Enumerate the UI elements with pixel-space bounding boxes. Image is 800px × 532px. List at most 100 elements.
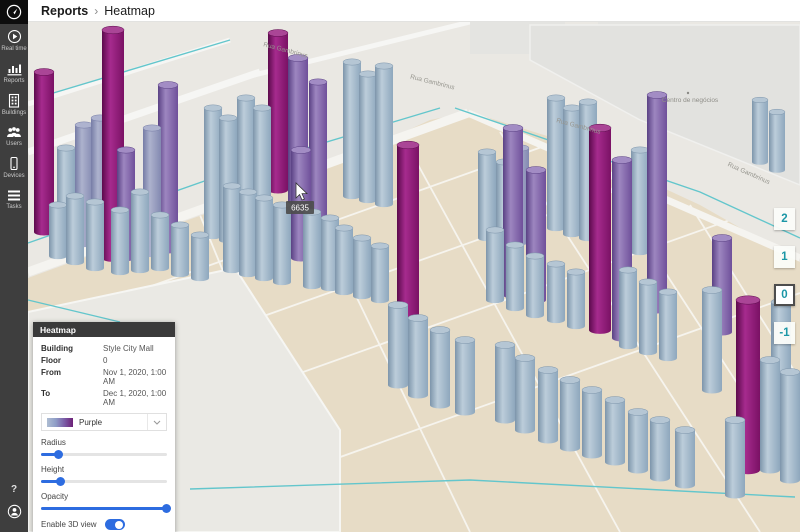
heatmap-column[interactable] (254, 194, 274, 282)
tooltip-value: 6635 (291, 204, 309, 213)
heatmap-column[interactable] (150, 211, 170, 272)
heatmap-column[interactable] (203, 104, 223, 240)
heatmap-column[interactable] (387, 301, 409, 389)
heatmap-column[interactable] (618, 266, 638, 350)
opacity-slider[interactable] (41, 504, 171, 513)
heatmap-column[interactable] (352, 234, 372, 300)
heatmap-column[interactable] (374, 62, 394, 208)
sidebar-item-label: Devices (3, 173, 25, 180)
heatmap-column[interactable] (267, 29, 289, 194)
value-tooltip (286, 201, 314, 214)
heatmap-column[interactable] (627, 408, 649, 474)
heatmap-column[interactable] (170, 221, 190, 278)
heatmap-column[interactable] (190, 231, 210, 282)
heatmap-column[interactable] (222, 182, 242, 274)
sidebar-item-reports[interactable]: Reports (0, 57, 28, 89)
height-slider-thumb[interactable] (56, 477, 66, 486)
heatmap-column[interactable] (559, 376, 581, 452)
sidebar-item-label: Tasks (6, 203, 22, 210)
info-row-building: Building Style City Mall (41, 344, 167, 353)
heatmap-column[interactable] (581, 386, 603, 459)
floor-button--1[interactable]: -1 (774, 322, 795, 344)
field-label: Floor (41, 356, 61, 365)
heatmap-column[interactable] (658, 288, 678, 362)
floor-selector: 2 1 0 -1 (774, 208, 796, 360)
floor-button-2[interactable]: 2 (774, 208, 795, 230)
heatmap-column[interactable] (588, 123, 612, 334)
height-slider-label: Height (41, 465, 65, 474)
info-row-to: To Dec 1, 2020, 1:00 AM (41, 389, 167, 407)
heatmap-column[interactable] (546, 260, 566, 324)
floor-button-0[interactable]: 0 (774, 284, 795, 306)
sidebar-item-tasks[interactable]: Tasks (0, 184, 28, 215)
navigation-arrow-icon (6, 4, 22, 20)
heatmap-column[interactable] (485, 226, 505, 304)
heatmap-column[interactable] (701, 286, 723, 394)
heatmap-column[interactable] (238, 188, 258, 278)
sidebar-item-label: Users (6, 140, 22, 147)
heatmap-column[interactable] (604, 396, 626, 466)
palette-dropdown[interactable]: Purple (41, 413, 167, 431)
chevron-down-icon (147, 414, 166, 430)
heatmap-column[interactable] (525, 252, 545, 319)
heatmap-column[interactable] (429, 326, 451, 409)
help-button[interactable]: ? (10, 484, 18, 495)
heatmap-column[interactable] (505, 241, 525, 312)
opacity-slider-label: Opacity (41, 492, 69, 501)
heatmap-column[interactable] (407, 314, 429, 399)
heatmap-column[interactable] (649, 416, 671, 482)
sidebar-item-buildings[interactable]: Buildings (0, 88, 28, 121)
sidebar-item-users[interactable]: Users (0, 121, 28, 152)
heatmap-column[interactable] (674, 426, 696, 489)
radius-slider-label: Radius (41, 438, 66, 447)
heatmap-column[interactable] (358, 70, 378, 204)
height-slider[interactable] (41, 477, 167, 486)
enable-3d-row: Enable 3D view (41, 519, 167, 530)
breadcrumb-reports[interactable]: Reports (41, 3, 89, 18)
radius-slider-thumb[interactable] (53, 450, 63, 459)
heatmap-column[interactable] (342, 58, 362, 200)
sidebar-item-devices[interactable]: Devices (0, 151, 28, 184)
info-row-from: From Nov 1, 2020, 1:00 AM (41, 368, 167, 386)
heatmap-column[interactable] (768, 108, 786, 173)
heatmap-column[interactable] (566, 268, 586, 330)
heatmap-column[interactable] (334, 224, 354, 296)
heatmap-column[interactable] (85, 198, 105, 272)
heatmap-column[interactable] (320, 214, 340, 292)
sidebar-item-real-time[interactable]: Real time (0, 24, 28, 57)
heatmap-column[interactable] (779, 368, 800, 484)
heatmap-column[interactable] (638, 278, 658, 356)
heatmap-column[interactable] (494, 341, 516, 424)
app-logo[interactable] (0, 0, 28, 24)
heatmap-column[interactable] (110, 206, 130, 276)
floor-button-1[interactable]: 1 (774, 246, 795, 268)
heatmap-column[interactable] (514, 354, 536, 434)
heatmap-column[interactable] (630, 146, 650, 256)
opacity-slider-thumb[interactable] (162, 504, 171, 513)
heatmap-column[interactable] (272, 201, 292, 286)
heatmap-column[interactable] (65, 192, 85, 266)
heatmap-column[interactable] (370, 242, 390, 304)
enable-3d-toggle[interactable] (104, 519, 125, 530)
heatmap-column[interactable] (48, 201, 68, 260)
heatmap-column[interactable] (546, 94, 566, 232)
field-value: Style City Mall (103, 344, 154, 353)
heatmap-column[interactable] (302, 208, 322, 290)
heatmap-column[interactable] (130, 188, 150, 274)
heatmap-column[interactable] (759, 356, 781, 474)
heatmap-column[interactable] (724, 416, 746, 499)
poi-marker-icon (686, 91, 690, 95)
heatmap-column[interactable] (562, 104, 582, 238)
profile-button[interactable] (7, 504, 22, 524)
mobile-device-icon (10, 157, 18, 171)
heatmap-column[interactable] (454, 336, 476, 416)
heatmap-column[interactable] (751, 96, 769, 165)
heatmap-settings-panel: Heatmap Building Style City Mall Floor 0… (33, 322, 175, 532)
radius-slider[interactable] (41, 450, 167, 459)
field-value: Dec 1, 2020, 1:00 AM (103, 389, 167, 407)
field-value: 0 (103, 356, 108, 365)
sidebar-item-label: Real time (1, 46, 27, 52)
heatmap-column[interactable] (537, 366, 559, 444)
palette-gradient-swatch (47, 417, 73, 427)
